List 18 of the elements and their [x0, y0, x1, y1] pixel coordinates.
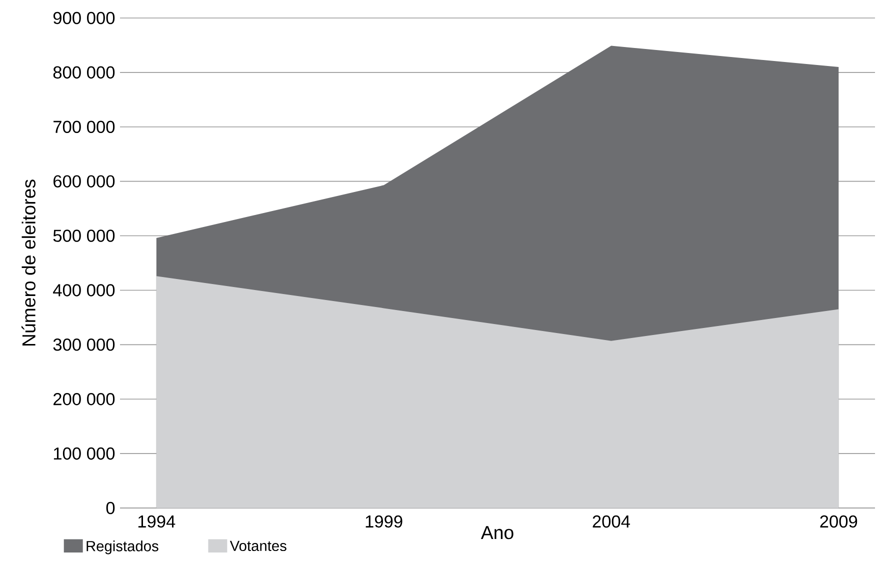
y-tick-label: 200 000 [54, 392, 115, 406]
y-tick-label: 600 000 [54, 175, 115, 188]
y-tick-label: 700 000 [54, 120, 115, 134]
x-tick-label: 1994 [138, 515, 176, 528]
y-tick-label: 100 000 [54, 447, 115, 460]
y-tick-label: 500 000 [53, 230, 115, 242]
x-tick-label: 2009 [820, 515, 858, 528]
y-tick-label: 800 000 [53, 66, 115, 79]
y-tick-label: 300 000 [53, 338, 115, 351]
legend-label: Registados [86, 540, 158, 554]
y-axis-title: Número de eleitores [22, 180, 36, 346]
x-tick-label: 2004 [592, 515, 630, 528]
y-tick-label: 0 [106, 502, 115, 514]
y-tick-label: 400 000 [53, 284, 115, 296]
x-axis-title: Ano [480, 526, 514, 540]
legend-label: Votantes [230, 540, 286, 552]
y-tick-label: 900 000 [53, 12, 115, 24]
x-tick-label: 1999 [366, 515, 402, 528]
